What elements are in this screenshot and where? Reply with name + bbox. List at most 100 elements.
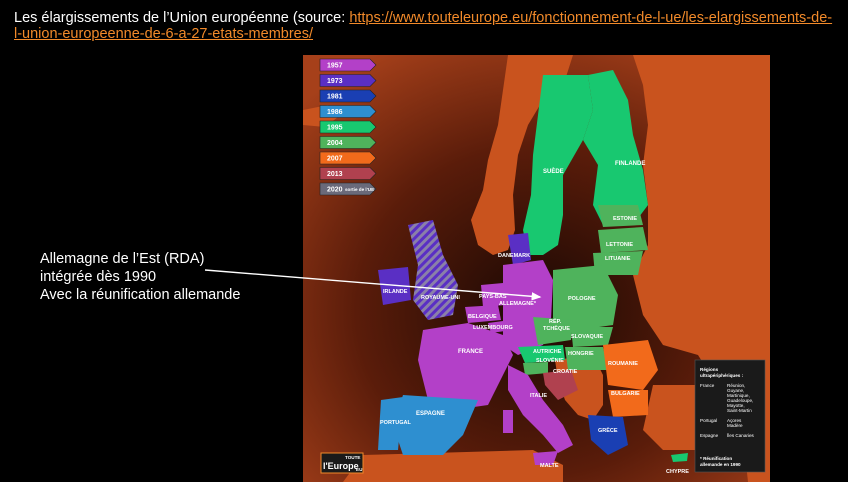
legend-year: 2004 bbox=[327, 140, 343, 147]
romania-shape bbox=[603, 340, 658, 390]
legend-swatch bbox=[319, 58, 377, 72]
label-slovenie: SLOVÉNIE bbox=[536, 356, 564, 364]
legend-swatch bbox=[319, 89, 377, 103]
regions-country: Espagne bbox=[700, 433, 719, 438]
regions-name: Açores bbox=[727, 418, 742, 423]
label-royaume-uni: ROYAUME-UNI bbox=[421, 295, 460, 301]
legend-year: 2020 bbox=[327, 187, 343, 194]
label-roumanie: ROUMANIE bbox=[608, 361, 638, 367]
eu-enlargement-map: FINLANDE SUÈDE ESTONIE LETTONIE LITUANIE… bbox=[303, 55, 770, 482]
label-pologne: POLOGNE bbox=[568, 296, 596, 302]
sweden-shape bbox=[523, 75, 593, 255]
label-suede: SUÈDE bbox=[543, 167, 564, 175]
regions-title-2: ultrapériphériques : bbox=[700, 373, 744, 378]
label-finlande: FINLANDE bbox=[615, 161, 645, 167]
label-luxembourg: LUXEMBOURG bbox=[473, 325, 513, 331]
france-shape bbox=[418, 323, 513, 410]
touteleurope-logo: TOUTE l'Europe EU bbox=[320, 452, 364, 474]
label-hongrie: HONGRIE bbox=[568, 351, 594, 357]
label-danemark: DANEMARK bbox=[498, 253, 530, 259]
sardinia-shape bbox=[503, 410, 513, 433]
portugal-shape bbox=[378, 397, 403, 450]
label-allemagne: ALLEMAGNE* bbox=[499, 301, 537, 307]
label-malte: MALTE bbox=[540, 463, 559, 469]
legend-year: 1973 bbox=[327, 78, 343, 85]
legend-year: 1957 bbox=[327, 63, 343, 70]
legend-extra: sortie de l'UE bbox=[345, 187, 374, 192]
regions-box: Régions ultrapériphériques : France Réuni… bbox=[694, 359, 766, 473]
label-croatie: CROATIE bbox=[553, 369, 578, 375]
label-tcheque: TCHÈQUE bbox=[543, 324, 570, 332]
label-chypre: CHYPRE bbox=[666, 469, 689, 475]
norway-land bbox=[471, 55, 573, 255]
annotation-line-2: intégrée dès 1990 bbox=[40, 269, 157, 285]
croatia-shape bbox=[543, 370, 578, 400]
label-belgique: BELGIQUE bbox=[468, 314, 497, 320]
regions-footnote-2: allemande en 1990 bbox=[700, 462, 741, 467]
label-pays-bas: PAYS-BAS bbox=[479, 294, 507, 300]
ireland-shape bbox=[378, 267, 411, 305]
page-title: Les élargissements de l’Union européenne… bbox=[14, 10, 834, 42]
legend-year: 1981 bbox=[327, 94, 343, 101]
annotation-line-3: Avec la réunification allemande bbox=[40, 287, 241, 303]
label-rep: RÉP. bbox=[549, 317, 562, 325]
legend-swatch bbox=[319, 182, 377, 196]
regions-name: Madère bbox=[727, 423, 743, 428]
label-irlande: IRLANDE bbox=[383, 289, 408, 295]
legend-year: 2013 bbox=[327, 171, 343, 178]
regions-rows: France Réunion,Guyane,Martinique,Guadelou… bbox=[700, 383, 755, 438]
label-portugal: PORTUGAL bbox=[380, 420, 412, 426]
regions-name: Guyane, bbox=[727, 388, 744, 393]
regions-name: Saint-Martin bbox=[727, 408, 752, 413]
label-espagne: ESPAGNE bbox=[416, 411, 445, 417]
hungary-shape bbox=[565, 347, 608, 370]
legend-swatch bbox=[319, 74, 377, 87]
map-legend: 1957 1973 1981 1986 1995 2004 2007 2013 2020 sort… bbox=[319, 58, 377, 196]
legend-item: 2013 bbox=[319, 167, 377, 180]
legend-item: 2020 sortie de l'UE bbox=[319, 182, 377, 196]
czech-shape bbox=[533, 317, 573, 345]
regions-name: Martinique, bbox=[727, 393, 750, 398]
label-italie: ITALIE bbox=[530, 393, 547, 399]
legend-swatch bbox=[319, 105, 377, 118]
legend-swatch bbox=[319, 136, 377, 149]
legend-item: 1973 bbox=[319, 74, 377, 87]
legend-item: 1995 bbox=[319, 120, 377, 134]
label-autriche: AUTRICHE bbox=[533, 349, 562, 355]
sicily-shape bbox=[533, 451, 558, 465]
regions-title-1: Régions bbox=[700, 367, 719, 372]
label-slovaquie: SLOVAQUIE bbox=[571, 334, 603, 340]
logo-small-text: TOUTE bbox=[345, 455, 360, 460]
cyprus-shape bbox=[671, 453, 688, 462]
poland-shape bbox=[553, 265, 618, 330]
legend-item: 2007 bbox=[319, 151, 377, 165]
regions-name: Guadeloupe, bbox=[727, 398, 753, 403]
label-grece: GRÈCE bbox=[598, 426, 618, 434]
estonia-shape bbox=[598, 205, 643, 227]
label-france: FRANCE bbox=[458, 349, 483, 355]
finland-shape bbox=[583, 70, 648, 225]
austria-shape bbox=[518, 345, 565, 363]
legend-year: 2007 bbox=[327, 156, 343, 163]
bulgaria-shape bbox=[608, 390, 648, 417]
annotation-text: Allemagne de l’Est (RDA) intégrée dès 19… bbox=[40, 250, 240, 304]
title-prefix: Les élargissements de l’Union européenne… bbox=[14, 10, 350, 26]
greece-shape bbox=[588, 415, 628, 455]
regions-name: Réunion, bbox=[727, 383, 745, 388]
legend-swatch bbox=[319, 120, 377, 134]
latvia-shape bbox=[598, 227, 648, 253]
logo-suffix-text: EU bbox=[356, 467, 363, 472]
legend-year: 1995 bbox=[327, 125, 343, 132]
northafrica-land bbox=[343, 450, 563, 482]
legend-item: 1986 bbox=[319, 105, 377, 118]
annotation-line-1: Allemagne de l’Est (RDA) bbox=[40, 251, 205, 267]
label-estonie: ESTONIE bbox=[613, 216, 637, 222]
label-bulgarie: BULGARIE bbox=[611, 391, 640, 397]
regions-name: Îles Canaries bbox=[726, 432, 755, 438]
source-link[interactable]: https://www.touteleurope.eu/fonctionneme… bbox=[14, 10, 833, 42]
slovakia-shape bbox=[571, 327, 613, 347]
slovenia-shape bbox=[523, 362, 548, 375]
regions-name: Mayotte, bbox=[727, 403, 745, 408]
belgium-shape bbox=[465, 305, 501, 323]
legend-swatch bbox=[319, 151, 377, 165]
